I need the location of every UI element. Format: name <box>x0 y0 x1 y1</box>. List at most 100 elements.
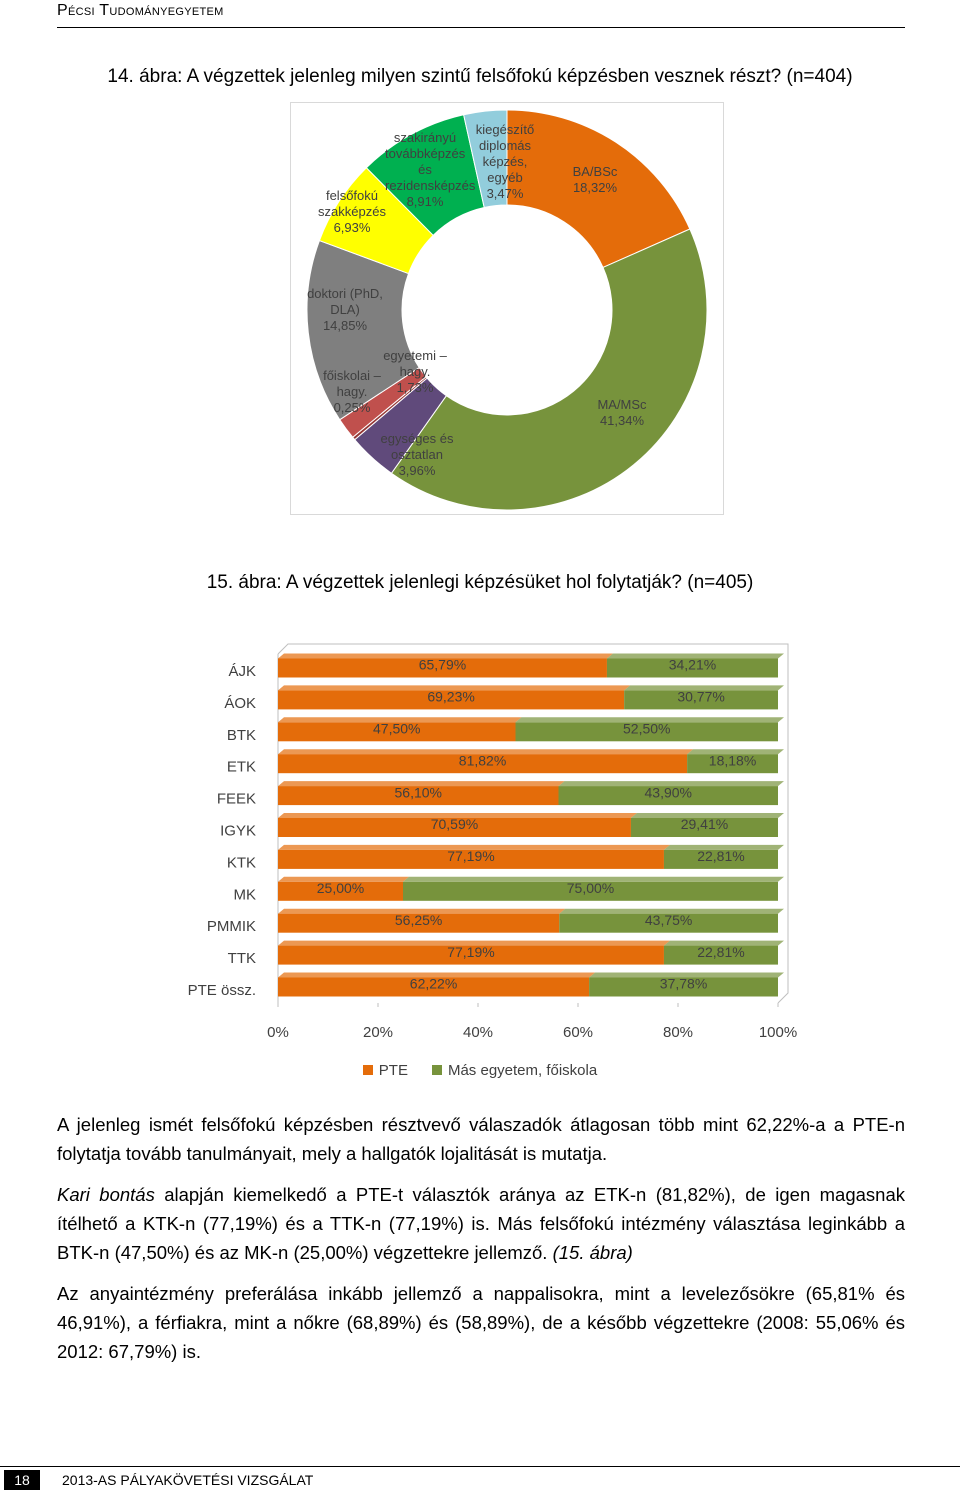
x-tick-label: 100% <box>759 1024 797 1041</box>
segment-category: felsőfokú szakképzés <box>318 188 386 219</box>
y-tick-label: BTK <box>227 727 256 744</box>
bar-segment <box>278 881 403 901</box>
legend-swatch <box>362 1065 373 1075</box>
y-tick-label: IGYK <box>220 822 256 839</box>
segment-category: egységes és osztatlan <box>380 431 454 462</box>
doughnut-segment <box>463 109 508 209</box>
segment-label: főiskolai – hagy. 0,25% <box>312 368 392 416</box>
segment-label: felsőfokú szakképzés 6,93% <box>312 188 392 236</box>
x-tick-label: 20% <box>363 1024 393 1041</box>
y-tick-label: ÁOK <box>224 695 256 712</box>
segment-value: 3,96% <box>398 463 436 478</box>
segment-label: BA/BSc 18,32% <box>555 164 635 196</box>
segment-category: főiskolai – hagy. <box>323 368 381 399</box>
value-label: 65,79% <box>419 657 466 673</box>
bar-top <box>278 781 565 787</box>
bar-top <box>278 972 596 978</box>
value-label: 43,90% <box>645 784 692 800</box>
bar-top <box>403 876 784 882</box>
value-label: 77,19% <box>447 848 494 864</box>
segment-category: MA/MSc <box>597 397 647 412</box>
bar-segment <box>278 945 664 965</box>
segment-label: szakirányú továbbképzés és rezidensképzé… <box>385 130 476 210</box>
bar-top <box>278 653 613 659</box>
value-label: 22,81% <box>697 944 744 960</box>
legend-item: PTE <box>362 1062 408 1079</box>
bar-segment <box>663 849 778 869</box>
bar-segment <box>278 658 607 678</box>
bar-segment <box>278 690 625 710</box>
bar-top <box>630 813 784 818</box>
y-tick-label: TTK <box>228 950 256 967</box>
segment-category: egyetemi – hagy. <box>383 348 447 379</box>
segment-value: 14,85% <box>322 318 368 333</box>
text-run: alapján kiemelkedő a PTE-t választók ará… <box>57 1184 905 1263</box>
segment-category: doktori (PhD, DLA) <box>307 286 383 317</box>
value-label: 75,00% <box>567 880 614 896</box>
bar-segment <box>630 818 778 837</box>
y-tick-label: PTE össz. <box>188 982 256 999</box>
bar-segment <box>606 658 778 678</box>
legend-label: PTE <box>378 1062 408 1079</box>
doughnut-chart <box>306 109 708 511</box>
text-run: A jelenleg ismét felsőfokú képzésben rés… <box>57 1114 905 1164</box>
bar-top <box>278 717 522 723</box>
text-run: Az anyaintézmény preferálása inkább jell… <box>57 1283 905 1362</box>
bar-top <box>663 844 784 850</box>
legend-label: Más egyetem, főiskola <box>447 1062 598 1079</box>
value-label: 43,75% <box>645 912 692 928</box>
bar-segment <box>278 754 688 774</box>
bar-segment <box>663 945 778 965</box>
text-run: (15. ábra) <box>552 1242 633 1263</box>
bar-top <box>278 844 670 850</box>
bar-chart: 0% 20% 40% 60% 80% 100% ÁJK 65,79% 34,21% ÁOK 69,2… <box>188 643 797 1041</box>
chart-wall <box>277 643 789 1004</box>
header-rule <box>57 27 905 28</box>
value-label: 25,00% <box>317 880 364 896</box>
bar-top <box>687 749 784 755</box>
paragraph: A jelenleg ismét felsőfokú képzésben rés… <box>57 1110 905 1168</box>
segment-value: 3,47% <box>486 186 524 201</box>
segment-value: 1,73% <box>396 380 434 395</box>
bar-segment <box>278 977 590 997</box>
bar-segment <box>687 754 778 774</box>
doughnut-segment <box>506 109 691 269</box>
bar-segment <box>278 786 559 806</box>
value-label: 77,19% <box>447 944 494 960</box>
bar-segment <box>624 690 778 710</box>
bar-segment <box>278 913 560 933</box>
bar-top <box>624 685 784 691</box>
figure-title: 15. ábra: A végzettek jelenlegi képzésük… <box>206 572 754 593</box>
bar-segment <box>558 786 778 806</box>
bar-segment <box>278 849 664 869</box>
bar-top <box>606 653 784 659</box>
footer-title: 2013-AS PÁLYAKÖVETÉSI VIZSGÁLAT <box>62 1472 314 1488</box>
text-run: Kari bontás <box>57 1184 155 1205</box>
segment-category: szakirányú továbbképzés és rezidensképzé… <box>385 130 476 193</box>
bar-top <box>278 908 566 914</box>
x-tick-label: 40% <box>463 1024 493 1041</box>
value-label: 30,77% <box>677 689 724 705</box>
value-label: 47,50% <box>373 721 420 737</box>
segment-value: 0,25% <box>333 400 371 415</box>
segment-value: 41,34% <box>599 413 645 428</box>
footer-rule <box>0 1466 960 1467</box>
bar-segment <box>278 818 631 837</box>
bar-segment <box>515 722 778 742</box>
bar-segment <box>278 722 516 742</box>
segment-value: 8,91% <box>406 194 444 209</box>
value-label: 22,81% <box>697 848 744 864</box>
y-tick-label: PMMIK <box>207 918 256 935</box>
bar-top <box>278 685 631 691</box>
bar-top <box>278 749 694 755</box>
chart-frame <box>290 102 724 515</box>
legend-item: Más egyetem, főiskola <box>431 1062 598 1079</box>
bar-segment <box>559 913 778 933</box>
y-tick-label: ÁJK <box>228 663 256 680</box>
segment-label: kiegészítő diplomás képzés, egyéb 3,47% <box>465 122 545 202</box>
value-label: 62,22% <box>410 976 457 992</box>
bar-top <box>515 717 784 723</box>
value-label: 34,21% <box>669 657 716 673</box>
paragraph: Az anyaintézmény preferálása inkább jell… <box>57 1279 905 1366</box>
